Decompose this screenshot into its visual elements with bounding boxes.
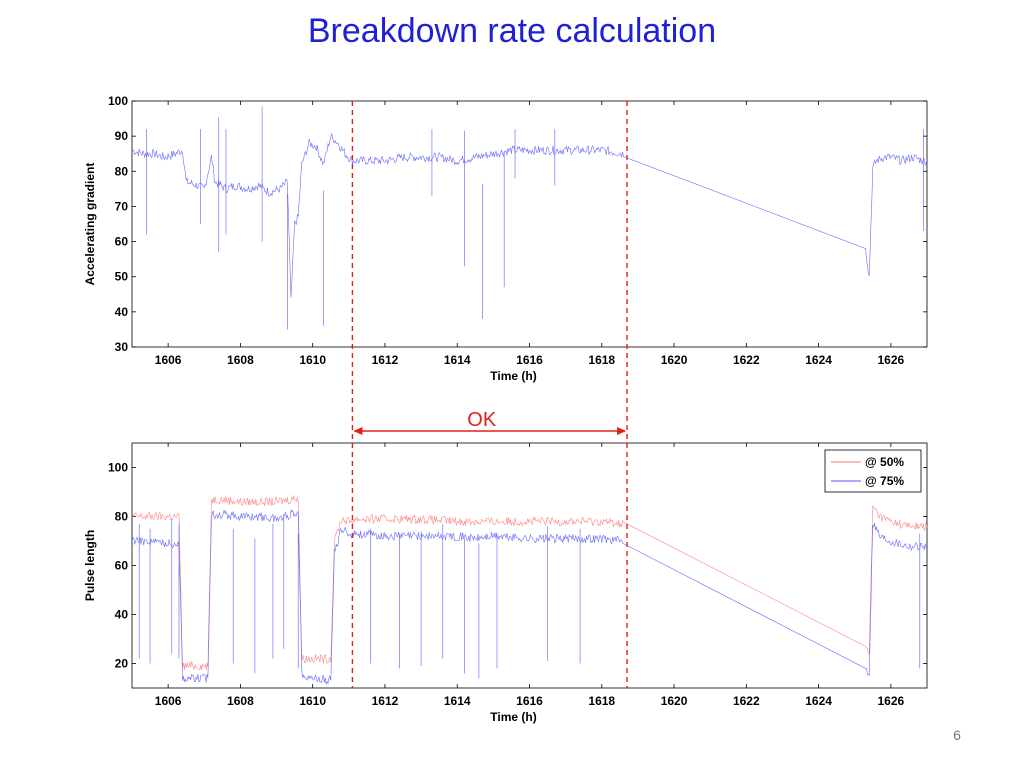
- pulse-y-tick-label: 20: [115, 657, 129, 671]
- pulse-x-tick-label: 1626: [878, 694, 905, 708]
- pulse-x-tick-label: 1606: [155, 694, 182, 708]
- gradient-x-tick-label: 1620: [661, 353, 688, 367]
- pulse-x-tick-label: 1620: [661, 694, 688, 708]
- gradient-x-tick-label: 1610: [299, 353, 326, 367]
- gradient-y-tick-label: 50: [115, 270, 129, 284]
- gradient-x-tick-label: 1616: [516, 353, 543, 367]
- gradient-x-tick-label: 1624: [805, 353, 832, 367]
- pulse-y-axis-label: Pulse length: [83, 530, 97, 601]
- pulse-y-tick-label: 80: [115, 510, 129, 524]
- gradient-x-tick-label: 1614: [444, 353, 471, 367]
- gradient-x-tick-label: 1608: [227, 353, 254, 367]
- pulse-x-tick-label: 1616: [516, 694, 543, 708]
- accelerating-gradient-chart: 1606 1608 1610 1612 1614 1616 1618 1620 1622 1624…: [83, 94, 928, 383]
- gradient-x-tick-label: 1612: [372, 353, 399, 367]
- pulse-length-chart: 1606 1608 1610 1612 1614 1616 1618 1620 1622 1624…: [83, 442, 928, 724]
- pulse-series-line-2: [131, 508, 928, 685]
- pulse-x-tick-label: 1624: [805, 694, 832, 708]
- gradient-y-axis-label: Accelerating gradient: [83, 163, 97, 286]
- gradient-y-tick-label: 80: [115, 164, 129, 178]
- gradient-y-tick-label: 30: [115, 340, 129, 354]
- pulse-legend-box: [824, 449, 922, 493]
- pulse-x-tick-label: 1618: [588, 694, 615, 708]
- gradient-x-tick-label: 1618: [588, 353, 615, 367]
- pulse-plot-frame: [131, 442, 928, 689]
- pulse-legend-label-1: @ 50%: [865, 455, 904, 469]
- ok-arrow-head-left: [353, 427, 363, 435]
- gradient-y-tick-label: 90: [115, 129, 129, 143]
- gradient-plot-frame: [131, 100, 928, 348]
- gradient-x-tick-label: 1622: [733, 353, 760, 367]
- page-number: 6: [953, 727, 961, 743]
- pulse-x-tick-label: 1612: [372, 694, 399, 708]
- pulse-y-tick-label: 40: [115, 608, 129, 622]
- gradient-series-line-1: [131, 133, 928, 298]
- gradient-x-tick-label: 1606: [155, 353, 182, 367]
- pulse-x-axis-label: Time (h): [490, 710, 536, 724]
- pulse-y-tick-label: 60: [115, 559, 129, 573]
- slide-title: Breakdown rate calculation: [308, 12, 716, 50]
- ok-interval-markers: OK: [351, 101, 628, 688]
- pulse-series-line-1: [131, 495, 928, 671]
- ok-label: OK: [467, 409, 497, 431]
- pulse-legend-label-2: @ 75%: [865, 474, 904, 488]
- pulse-x-tick-label: 1610: [299, 694, 326, 708]
- gradient-y-tick-label: 60: [115, 235, 129, 249]
- gradient-x-axis-label: Time (h): [490, 369, 536, 383]
- gradient-y-tick-label: 70: [115, 199, 129, 213]
- gradient-y-tick-label: 40: [115, 305, 129, 319]
- pulse-x-tick-label: 1608: [227, 694, 254, 708]
- pulse-y-tick-label: 100: [108, 461, 128, 475]
- ok-arrow-head-right: [617, 427, 627, 435]
- pulse-x-tick-label: 1614: [444, 694, 471, 708]
- gradient-y-tick-label: 100: [108, 94, 128, 108]
- pulse-x-tick-label: 1622: [733, 694, 760, 708]
- gradient-x-tick-label: 1626: [878, 353, 905, 367]
